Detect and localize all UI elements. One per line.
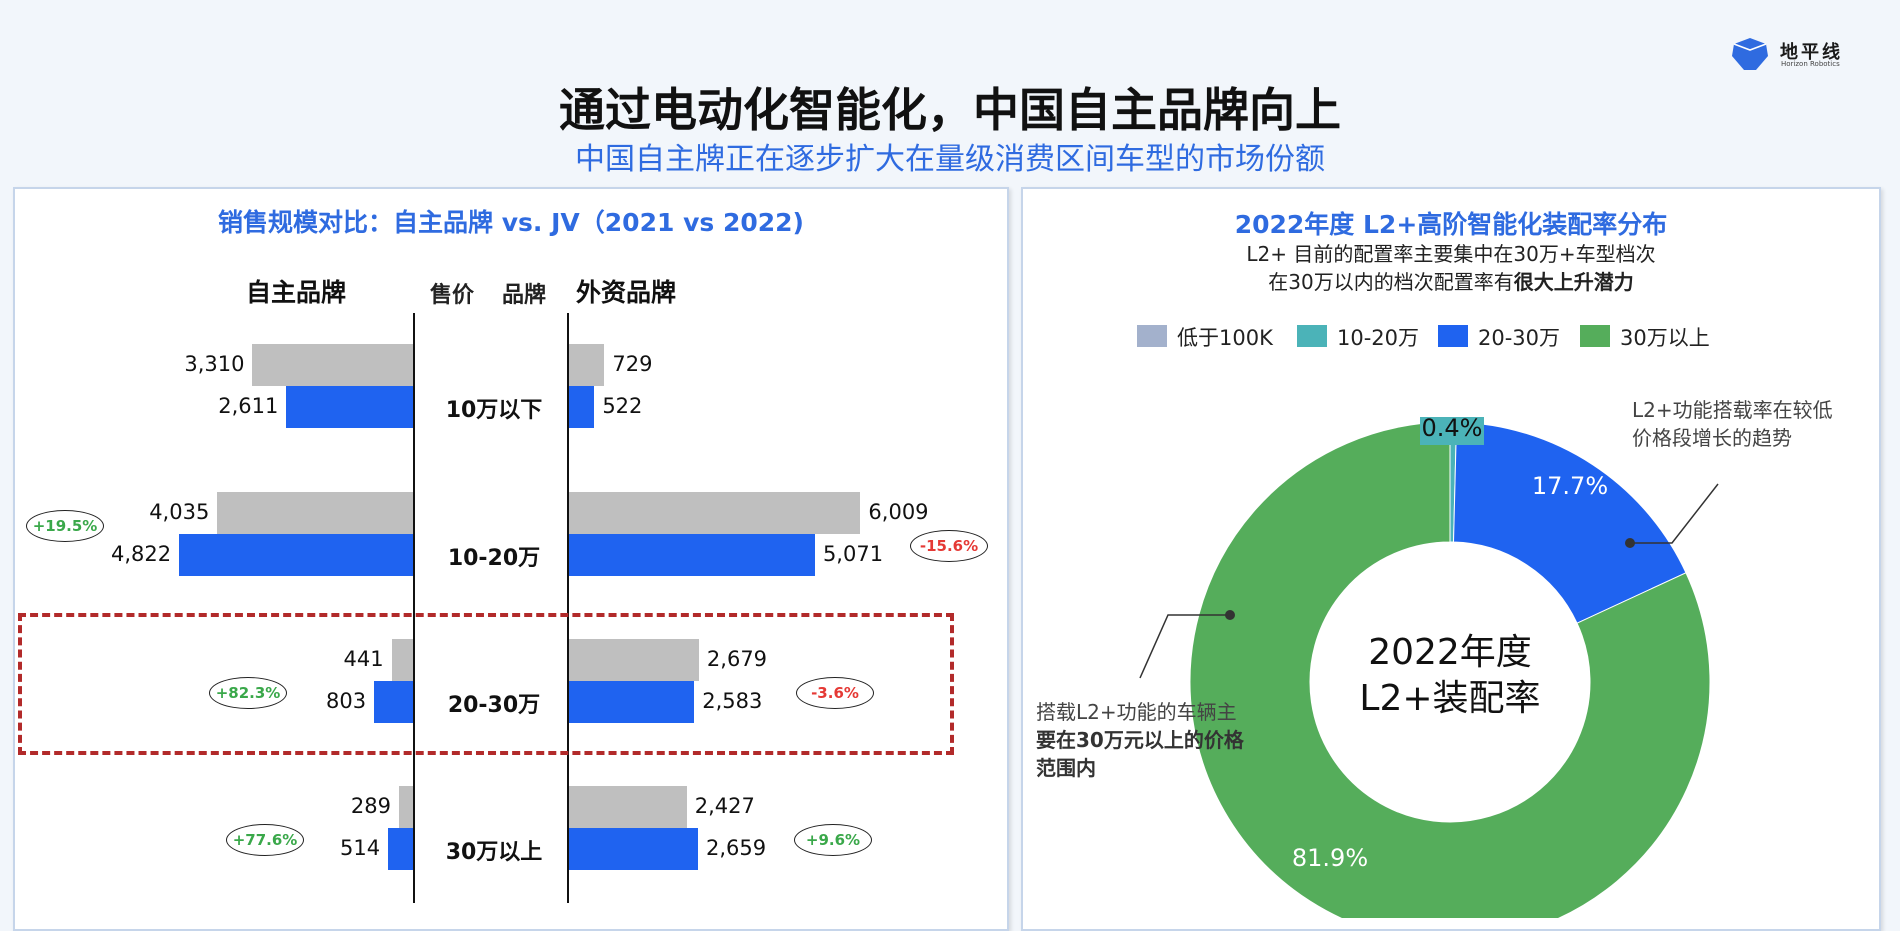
category-label-10-20: 10-20万 (447, 546, 541, 571)
page-title: 通过电动化智能化，中国自主品牌向上 (559, 83, 1341, 137)
change-foreign-30plus: +9.6% (794, 824, 872, 856)
leader-line-top (1630, 483, 1719, 544)
label-domestic-2021-30plus: 289 (350, 794, 391, 818)
bar-domestic-2021-under-10 (252, 344, 413, 386)
donut-label-bg-10-20 (1420, 417, 1484, 445)
col-brand-header: 品牌 (502, 283, 547, 308)
col-domestic-header: 自主品牌 (246, 278, 347, 307)
category-label-under-10: 10万以下 (445, 398, 543, 423)
annotation-bottom-line1: 搭载L2+功能的车辆主 (1036, 700, 1237, 724)
bar-foreign-2021-under-10 (569, 344, 605, 386)
bar-domestic-2022-30plus (388, 828, 413, 870)
sales-comparison-title: 销售规模对比：自主品牌 vs. JV（2021 vs 2022) (218, 208, 804, 237)
label-foreign-2021-10-20: 6,009 (868, 500, 929, 524)
bar-foreign-2021-20-30 (569, 639, 699, 681)
bar-domestic-2022-20-30 (374, 681, 413, 723)
bar-foreign-2022-30plus (569, 828, 698, 870)
change-domestic-20-30: +82.3% (209, 677, 287, 709)
horizon-logo: 地平线 Horizon Robotics (1728, 36, 1858, 72)
leader-dot-top (1625, 538, 1635, 548)
bar-foreign-2022-10-20 (569, 534, 815, 576)
annotation-top-line2: 价格段增长的趋势 (1632, 426, 1792, 450)
change-domestic-10-20: +19.5% (26, 510, 104, 542)
logo-subtitle: Horizon Robotics (1781, 60, 1840, 68)
highlight-box-20-30 (18, 613, 954, 755)
label-foreign-2022-30plus: 2,659 (705, 836, 767, 860)
legend-label-30plus: 30万以上 (1620, 326, 1710, 350)
category-label-30plus: 30万以上 (445, 840, 543, 865)
label-domestic-2021-20-30: 441 (343, 647, 384, 671)
col-foreign-header: 外资品牌 (576, 278, 677, 307)
bar-domestic-2021-20-30 (391, 639, 413, 681)
bar-foreign-2021-10-20 (569, 492, 861, 534)
l2-note-line1: L2+ 目前的配置率主要集中在30万+车型档次 (1246, 242, 1656, 266)
annotation-top-line1: L2+功能搭载率在较低 (1632, 398, 1833, 422)
label-domestic-2022-30plus: 514 (339, 836, 381, 860)
bar-domestic-2021-10-20 (217, 492, 413, 534)
annotation-bottom-line3: 范围内 (1036, 756, 1096, 780)
label-foreign-2022-under-10: 522 (602, 394, 643, 418)
horizon-logo-icon (1732, 38, 1768, 70)
logo-name: 地平线 (1780, 42, 1843, 63)
donut-label-30plus: 81.9% (1292, 844, 1368, 872)
annotation-bottom-line2: 要在30万元以上的价格 (1036, 728, 1244, 752)
donut-center-line2: L2+装配率 (1359, 678, 1540, 719)
label-domestic-2022-under-10: 2,611 (218, 394, 279, 418)
annotation-bottom: 搭载L2+功能的车辆主 要在30万元以上的价格 范围内 (1036, 698, 1244, 782)
label-domestic-2022-20-30: 803 (325, 689, 367, 713)
l2-note-line2-emphasis: 很大上升潜力 (1513, 270, 1634, 294)
label-domestic-2021-under-10: 3,310 (184, 352, 245, 376)
label-foreign-2021-under-10: 729 (612, 352, 653, 376)
legend-swatch-20-30 (1438, 325, 1468, 347)
col-price-header: 售价 (430, 283, 475, 308)
axis-line-foreign (567, 313, 569, 903)
sales-comparison-panel (13, 187, 1009, 931)
change-domestic-30plus: +77.6% (226, 824, 304, 856)
l2-note-line2-text: 在30万以内的档次配置率有 (1268, 270, 1514, 294)
label-domestic-2022-10-20: 4,822 (111, 542, 172, 566)
leader-dot-bottom (1225, 610, 1235, 620)
bar-domestic-2021-30plus (398, 786, 413, 828)
bar-foreign-2021-30plus (569, 786, 687, 828)
leader-line-bottom (1139, 614, 1230, 679)
change-foreign-10-20: -15.6% (910, 530, 988, 562)
annotation-top: L2+功能搭载率在较低 价格段增长的趋势 (1632, 396, 1833, 452)
legend-swatch-30plus (1580, 325, 1610, 347)
label-foreign-2022-10-20: 5,071 (822, 542, 884, 566)
donut-center-line1: 2022年度 (1368, 632, 1532, 673)
page-subtitle: 中国自主牌正在逐步扩大在量级消费区间车型的市场份额 (575, 142, 1325, 177)
donut-label-10-20: 0.4% (1422, 414, 1483, 442)
change-foreign-20-30: -3.6% (796, 677, 874, 709)
label-foreign-2021-30plus: 2,427 (694, 794, 755, 818)
legend-swatch-low (1137, 325, 1167, 347)
bar-foreign-2022-under-10 (569, 386, 595, 428)
l2-note-line2: 在30万以内的档次配置率有很大上升潜力 (1021, 266, 1881, 295)
bar-domestic-2022-10-20 (179, 534, 413, 576)
category-label-20-30: 20-30万 (447, 693, 541, 718)
bar-domestic-2022-under-10 (286, 386, 413, 428)
donut-slice-20-30 (1453, 421, 1687, 624)
label-foreign-2021-20-30: 2,679 (706, 647, 768, 671)
axis-line-domestic (413, 313, 415, 903)
legend-label-low: 低于100K (1177, 326, 1273, 350)
l2-adoption-panel (1021, 187, 1881, 931)
l2-adoption-title: 2022年度 L2+高阶智能化装配率分布 (1234, 210, 1668, 239)
donut-label-20-30: 17.7% (1532, 472, 1608, 500)
legend-swatch-10-20 (1297, 325, 1327, 347)
legend-label-20-30: 20-30万 (1478, 326, 1561, 350)
donut-slice-30plus (1189, 421, 1711, 918)
bar-foreign-2022-20-30 (569, 681, 695, 723)
label-foreign-2022-20-30: 2,583 (702, 689, 763, 713)
label-domestic-2021-10-20: 4,035 (149, 500, 210, 524)
legend-label-10-20: 10-20万 (1337, 326, 1420, 350)
